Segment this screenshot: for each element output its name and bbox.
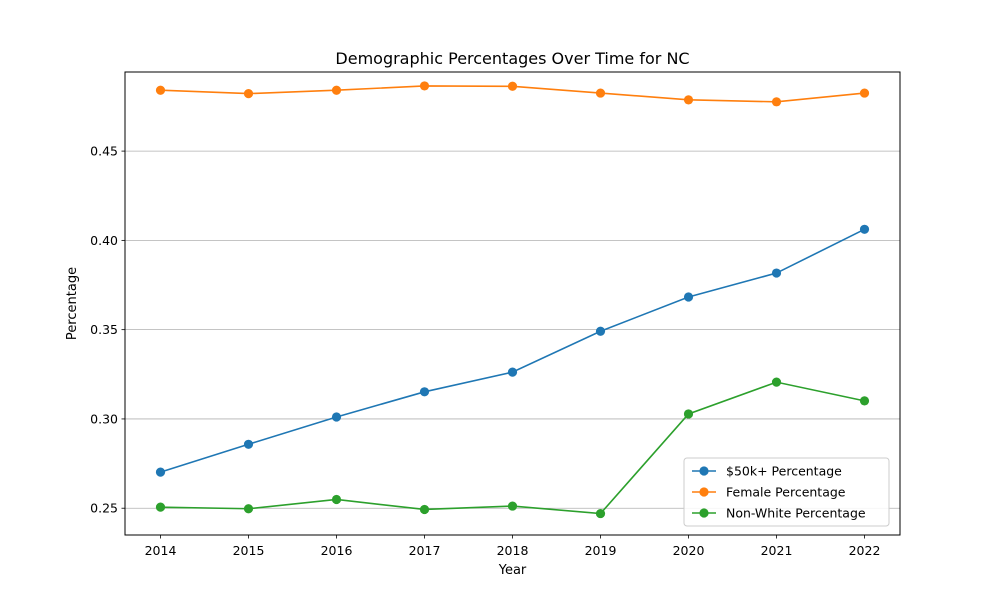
x-tick-label: 2015 [233,543,265,558]
legend-label: $50k+ Percentage [726,464,842,479]
legend-label: Female Percentage [726,485,846,500]
data-point [155,467,166,477]
y-axis: 0.25 0.30 0.35 0.40 0.45 [90,144,125,516]
x-tick-label: 2017 [409,543,441,558]
x-tick-label: 2014 [145,543,177,558]
x-tick-label: 2018 [497,543,529,558]
gridlines [125,150,900,509]
data-point [331,412,342,422]
legend-marker [699,466,709,476]
data-point [683,292,694,302]
y-tick-label: 0.30 [90,411,118,426]
data-point [507,501,518,511]
legend-marker [699,487,709,497]
data-point [331,494,342,505]
x-tick-label: 2022 [849,543,881,558]
x-tick-label: 2020 [673,543,705,558]
data-point [683,95,694,105]
data-point [331,85,342,95]
y-axis-label: Percentage [65,267,80,340]
data-point [595,508,606,519]
data-point [155,502,166,512]
x-tick-label: 2016 [321,543,353,558]
data-point [243,439,254,449]
data-point [155,85,166,95]
y-tick-label: 0.40 [90,233,118,248]
data-point [771,377,782,387]
data-point [595,88,606,98]
data-point [771,268,782,278]
x-axis: 2014 2015 2016 2017 2018 2019 2020 2021 2022 [145,535,881,558]
legend: $50k+ Percentage Female Percentage Non-Whi… [683,457,890,527]
data-point [507,81,518,91]
x-axis-label: Year [498,563,527,578]
data-point [507,367,518,377]
data-point [859,88,870,98]
data-point [859,224,870,234]
y-tick-label: 0.25 [90,501,118,516]
chart-title: Demographic Percentages Over Time for NC [335,49,689,68]
data-point [243,504,254,514]
series-lines [155,81,870,519]
series-line [160,228,865,473]
x-tick-label: 2021 [761,543,793,558]
data-point [683,409,694,419]
data-point [419,387,430,397]
legend-label: Non-White Percentage [726,506,866,521]
y-tick-label: 0.45 [90,144,118,159]
x-tick-label: 2019 [585,543,617,558]
data-point [243,89,254,99]
data-point [419,504,430,515]
y-tick-label: 0.35 [90,322,118,337]
data-point [859,396,870,406]
data-point [595,326,606,336]
legend-marker [699,508,709,518]
legend-box [683,457,890,527]
data-point [771,97,782,107]
data-point [419,81,430,91]
